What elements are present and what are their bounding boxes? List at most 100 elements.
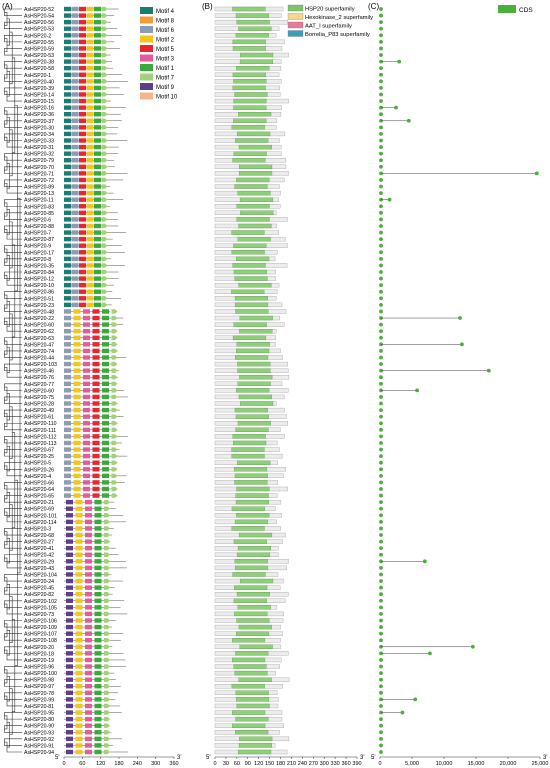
hsp20-domain: [238, 677, 272, 682]
motif-box: [86, 177, 94, 183]
cds-exon: [379, 72, 383, 77]
motif-box: [94, 250, 101, 255]
motif-box: [94, 184, 101, 189]
tree-branch: [4, 202, 8, 217]
gene-label: AsHSP20-13: [24, 191, 54, 197]
cds-exon: [379, 565, 383, 570]
motif-box: [66, 519, 73, 525]
motif-box: [102, 394, 109, 400]
motif-box: [101, 282, 108, 288]
cds-exon: [379, 46, 383, 51]
motif-box: [85, 651, 92, 656]
motif-box: [83, 460, 90, 465]
cds-exon: [379, 473, 383, 478]
motif-box: [92, 440, 100, 446]
tree-branch: [7, 255, 10, 281]
motif-box: [94, 631, 102, 636]
motif-box: [75, 499, 83, 505]
gene-label: AsHSP20-77: [24, 382, 54, 388]
motif-box: [71, 105, 79, 110]
motif-box: [64, 65, 71, 71]
gene-label: AsHSP20-5: [24, 461, 51, 467]
gene-label: AsHSP20-30: [24, 125, 54, 131]
motif-box: [104, 618, 110, 623]
tree-branch: [4, 340, 8, 355]
motif-box: [101, 105, 108, 110]
axis-c-tick-label: 20,000: [500, 761, 517, 767]
motif-box: [94, 118, 101, 123]
motif-box: [79, 79, 86, 84]
cds-exon: [379, 677, 383, 682]
cds-exon: [379, 270, 383, 274]
motif-box: [94, 144, 101, 150]
motif-box: [71, 98, 79, 104]
motif-box: [92, 467, 100, 472]
motif-box: [104, 723, 110, 728]
motif-box: [92, 407, 100, 413]
hsp20-domain: [234, 302, 269, 308]
axis-c-tick-label: 0: [378, 761, 381, 767]
motif-box: [86, 276, 94, 281]
gene-label: AsHSP20-40: [24, 79, 54, 85]
gene-label: AsHSP20-14: [24, 92, 54, 98]
cds-exon: [415, 388, 420, 393]
motif-box: [86, 59, 94, 64]
motif-box: [71, 269, 79, 275]
motif-box: [86, 184, 94, 189]
motif-box: [85, 532, 92, 538]
hsp20-domain: [233, 79, 267, 84]
motif-box: [94, 13, 101, 18]
motif-legend-label: Motif 6: [156, 28, 175, 34]
cds-legend: CDS: [498, 5, 533, 14]
motif-box: [64, 361, 71, 367]
motif-box: [94, 598, 102, 603]
motif-box: [64, 236, 71, 242]
motif-box: [101, 151, 108, 156]
motif-box: [101, 138, 108, 143]
motif-box: [102, 401, 109, 406]
cds-exon: [379, 289, 383, 294]
motif-box: [85, 638, 92, 643]
motif-box: [71, 158, 79, 163]
motif-box: [79, 250, 86, 255]
hsp20-domain: [233, 322, 267, 327]
cds-exon: [387, 197, 392, 202]
cds-exon: [379, 605, 383, 610]
hsp20-domain: [237, 190, 271, 196]
hsp20-domain: [239, 164, 273, 169]
motif-box: [83, 407, 90, 413]
tree-branch: [7, 722, 10, 748]
gene-label: AsHSP20-96: [24, 665, 54, 671]
motif-box: [66, 716, 73, 722]
gene-label: AsHSP20-112: [24, 434, 57, 440]
motif-box: [94, 624, 102, 630]
gene-label: AsHSP20-103: [24, 362, 57, 368]
motif-box: [66, 611, 73, 617]
cds-exon: [379, 533, 383, 537]
hsp20-domain: [236, 552, 271, 557]
cds-exon: [379, 132, 383, 136]
motif-box: [92, 368, 100, 373]
motif-box: [73, 328, 81, 334]
hsp20-domain: [235, 13, 269, 18]
motif-box: [102, 388, 109, 393]
motif-box: [71, 79, 79, 84]
motif-box: [71, 302, 79, 308]
motif-box: [85, 690, 92, 696]
tree-branch: [7, 538, 10, 564]
cds-exon: [379, 26, 383, 31]
cds-legend-label: CDS: [519, 7, 533, 14]
motif-box: [94, 513, 102, 518]
cds-exon: [379, 598, 383, 603]
cds-exon: [379, 355, 383, 360]
motif-box: [71, 243, 79, 248]
tree-branch: [12, 57, 16, 154]
motif-box: [73, 322, 81, 327]
motif-box: [85, 611, 92, 617]
gene-label: AsHSP20-44: [24, 355, 54, 361]
hsp20-domain: [236, 631, 270, 636]
motif-box: [94, 697, 102, 702]
motif-box: [102, 453, 109, 459]
gene-label: AsHSP20-29: [24, 559, 54, 565]
motif-box: [104, 578, 110, 584]
